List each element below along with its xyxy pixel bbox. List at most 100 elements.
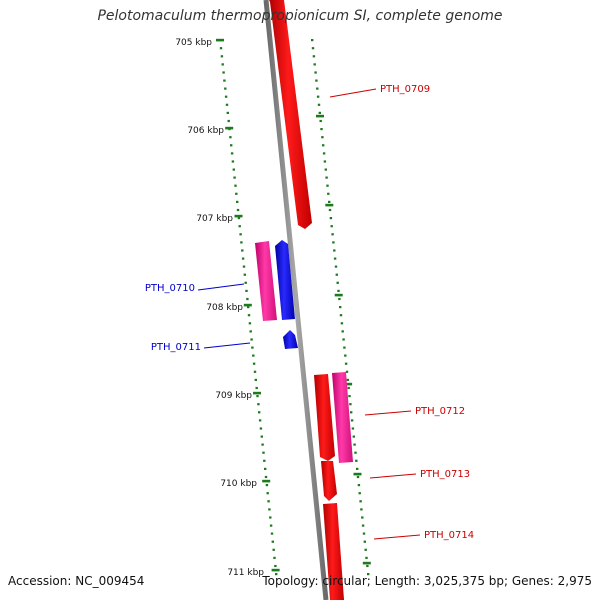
gene-label-PTH_0711[interactable]: PTH_0711 bbox=[151, 342, 201, 353]
inner-scale-minor-tick bbox=[233, 176, 236, 179]
outer-scale-major-tick-1 bbox=[325, 203, 334, 207]
outer-scale-minor-tick bbox=[353, 443, 356, 446]
inner-scale-minor-tick bbox=[238, 225, 241, 228]
scale-labels: 705 kbp 706 kbp 707 kbp 708 kbp 709 kbp … bbox=[175, 38, 264, 578]
outer-scale-minor-tick bbox=[349, 403, 352, 406]
outer-scale-minor-tick bbox=[330, 225, 333, 228]
inner-scale-minor-tick bbox=[263, 459, 266, 462]
inner-scale-minor-tick bbox=[227, 119, 230, 123]
outer-scale-minor-tick bbox=[336, 281, 339, 284]
inner-scale-major-tick-0 bbox=[216, 38, 224, 42]
outer-scale-minor-tick bbox=[337, 289, 340, 292]
gene-label-PTH_0712[interactable]: PTH_0712 bbox=[415, 406, 465, 417]
outer-scale-minor-tick bbox=[362, 532, 366, 535]
inner-scale-minor-tick bbox=[229, 136, 232, 139]
gene-PTH_0710-magenta[interactable] bbox=[255, 241, 277, 321]
gene-label-PTH_0713[interactable]: PTH_0713 bbox=[420, 469, 470, 480]
outer-scale-minor-tick bbox=[358, 492, 361, 495]
outer-scale-major-tick-5 bbox=[362, 561, 371, 565]
outer-scale-minor-tick bbox=[343, 346, 346, 349]
inner-scale-minor-tick bbox=[226, 111, 229, 114]
gene-PTH_0714[interactable] bbox=[323, 503, 344, 600]
outer-scale-minor-tick bbox=[312, 55, 316, 58]
outer-scale-minor-tick bbox=[311, 39, 314, 42]
inner-scale-minor-tick bbox=[225, 103, 229, 106]
gene-PTH_0711[interactable] bbox=[283, 330, 298, 349]
gene-PTH_0709[interactable] bbox=[269, 0, 312, 229]
outer-scale-minor-tick bbox=[315, 79, 318, 82]
gene-labels: PTH_0709 PTH_0710 PTH_0711 PTH_0712 PTH_… bbox=[145, 84, 474, 541]
outer-scale-minor-tick bbox=[359, 500, 362, 503]
gene-leaders bbox=[197, 88, 421, 540]
leader-PTH_0709 bbox=[329, 88, 377, 98]
inner-scale-minor-tick bbox=[258, 419, 262, 422]
inner-scale bbox=[216, 38, 280, 576]
inner-scale-minor-tick bbox=[242, 265, 246, 268]
topology-text: Topology: circular; Length: 3,025,375 bp… bbox=[262, 574, 592, 588]
inner-scale-minor-tick bbox=[223, 79, 226, 82]
inner-scale-major-tick-5 bbox=[262, 479, 271, 483]
outer-scale-minor-tick bbox=[361, 524, 365, 527]
inner-scale-minor-tick bbox=[219, 47, 223, 50]
inner-scale-minor-tick bbox=[220, 55, 224, 58]
inner-scale-minor-tick bbox=[235, 192, 238, 195]
inner-scale-minor-tick bbox=[237, 217, 241, 220]
outer-scale-minor-tick bbox=[361, 516, 364, 519]
scale-label-708: 708 kbp bbox=[206, 303, 243, 313]
outer-scale-minor-tick bbox=[320, 128, 323, 131]
outer-scale-minor-tick bbox=[366, 564, 369, 568]
outer-scale-minor-tick bbox=[322, 144, 325, 147]
outer-scale-minor-tick bbox=[351, 427, 355, 430]
inner-scale-minor-tick bbox=[239, 233, 242, 236]
outer-scale-minor-tick bbox=[333, 257, 337, 260]
gene-PTH_0710[interactable] bbox=[275, 240, 295, 320]
leader-PTH_0714 bbox=[373, 534, 421, 540]
gene-label-PTH_0709[interactable]: PTH_0709 bbox=[380, 84, 430, 95]
inner-scale-minor-tick bbox=[270, 532, 274, 535]
inner-scale-minor-tick bbox=[241, 257, 245, 260]
outer-scale-minor-tick bbox=[367, 573, 370, 576]
outer-scale-minor-tick bbox=[329, 217, 333, 220]
outer-scale-minor-tick bbox=[344, 362, 348, 365]
gene-PTH_0712-magenta[interactable] bbox=[332, 372, 353, 463]
inner-scale-major-tick-6 bbox=[271, 568, 280, 572]
outer-scale-minor-tick bbox=[311, 47, 315, 50]
leader-PTH_0713 bbox=[369, 473, 417, 479]
inner-scale-minor-tick bbox=[267, 500, 270, 503]
inner-scale-major-tick-1 bbox=[225, 126, 234, 130]
inner-scale-minor-tick bbox=[230, 144, 233, 147]
inner-scale-minor-tick bbox=[244, 281, 247, 284]
inner-scale-minor-tick bbox=[272, 548, 275, 551]
outer-scale-minor-tick bbox=[350, 419, 354, 422]
outer-scale-minor-tick bbox=[334, 265, 338, 268]
outer-scale-minor-tick bbox=[364, 548, 367, 551]
gene-features bbox=[255, 0, 353, 600]
outer-scale-minor-tick bbox=[332, 241, 335, 244]
inner-scale-major-tick-4 bbox=[253, 391, 261, 395]
inner-scale-minor-tick bbox=[232, 168, 235, 171]
scale-label-707: 707 kbp bbox=[196, 214, 233, 224]
inner-scale-minor-tick bbox=[249, 330, 252, 333]
scale-label-706: 706 kbp bbox=[187, 126, 224, 136]
gene-label-PTH_0714[interactable]: PTH_0714 bbox=[424, 530, 474, 541]
inner-scale-minor-tick bbox=[245, 289, 248, 292]
inner-scale-minor-tick bbox=[255, 386, 258, 390]
inner-scale-minor-tick bbox=[269, 524, 273, 527]
inner-scale-minor-tick bbox=[251, 346, 254, 349]
outer-scale-minor-tick bbox=[333, 249, 336, 252]
backbone bbox=[263, 0, 329, 600]
inner-scale-minor-tick bbox=[260, 435, 263, 438]
outer-scale-minor-tick bbox=[313, 63, 316, 66]
gene-PTH_0713[interactable] bbox=[321, 461, 337, 501]
inner-scale-minor-tick bbox=[275, 573, 278, 576]
outer-scale-minor-tick bbox=[325, 176, 328, 179]
inner-scale-minor-tick bbox=[248, 322, 252, 325]
outer-scale-minor-tick bbox=[323, 160, 327, 163]
gene-PTH_0712[interactable] bbox=[314, 374, 335, 461]
gene-label-PTH_0710[interactable]: PTH_0710 bbox=[145, 283, 195, 294]
inner-scale-major-tick-3 bbox=[243, 303, 252, 307]
inner-scale-minor-tick bbox=[241, 249, 244, 252]
outer-scale-minor-tick bbox=[345, 370, 349, 373]
outer-scale-minor-tick bbox=[339, 306, 342, 309]
